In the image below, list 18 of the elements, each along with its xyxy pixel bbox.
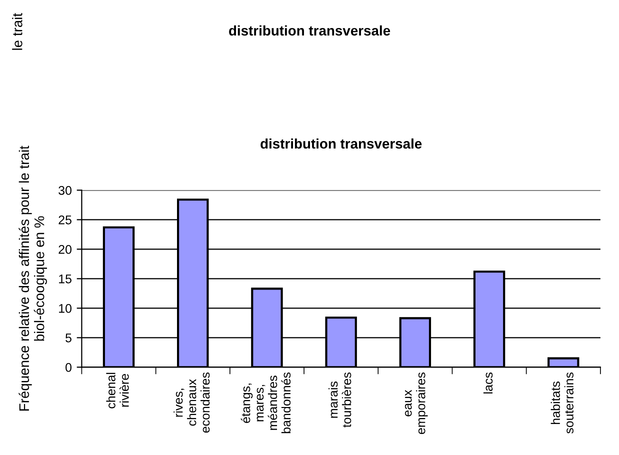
y-tick-label: 25: [58, 215, 72, 224]
y-tick-label: 15: [59, 274, 72, 284]
text: le trait: [12, 13, 22, 50]
x-tick-label: marais tourbières: [328, 372, 352, 428]
y-tick-label: 20: [58, 244, 72, 254]
y-tick-label: 0: [66, 362, 72, 372]
x-tick-label: étangs, mares, méandres bandonnés: [240, 372, 291, 434]
x-tick-label: chenal rivière: [106, 372, 129, 408]
x-tick-label: eaux emporaires: [404, 372, 428, 434]
x-tick-label: lacs: [483, 372, 493, 394]
y-tick-label: 30: [58, 186, 72, 195]
chart-title: distribution transversale: [260, 138, 422, 149]
text: distribution transversale: [229, 25, 390, 36]
y-tick-label: 10: [59, 304, 72, 313]
y-tick-label: 5: [66, 334, 72, 342]
x-tick-label: habitats souterrains: [550, 372, 574, 434]
y-axis-title: Fréquence relative des affinités pour le trait biol-écoogique en %: [18, 146, 47, 411]
x-tick-label: rives, chenaux econdaires: [174, 372, 210, 433]
